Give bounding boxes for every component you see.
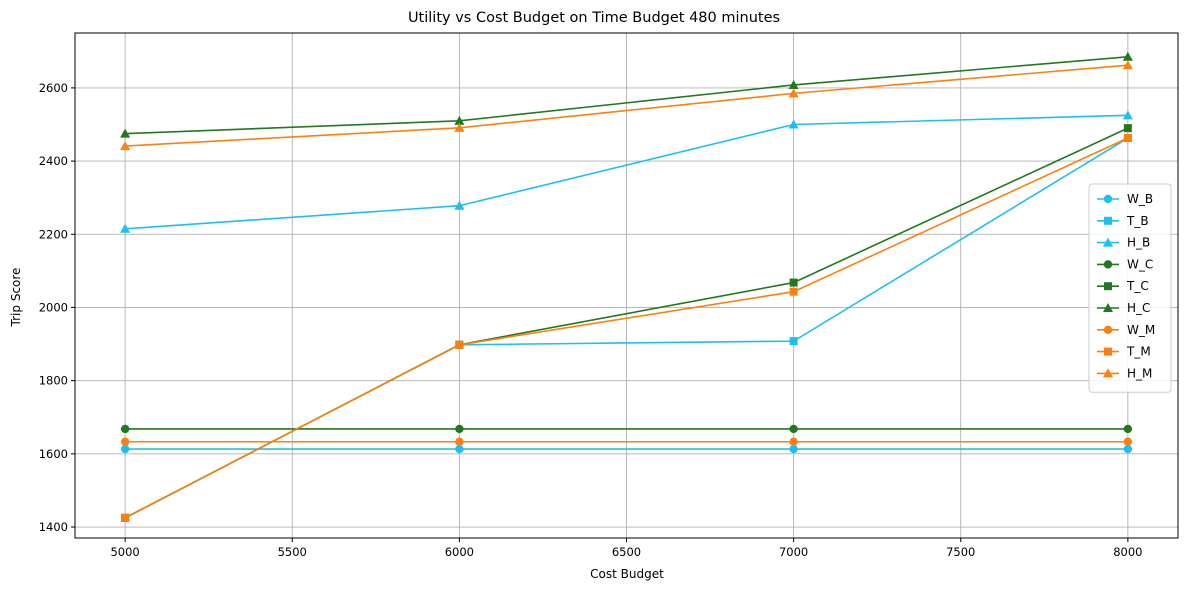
legend-label: T_M: [1126, 345, 1151, 359]
data-point: [1123, 424, 1133, 434]
data-point: [1122, 60, 1133, 70]
legend-box: [1088, 183, 1172, 393]
x-tick-label: 8000: [1113, 545, 1142, 559]
series-h-m: [120, 60, 1133, 151]
series-line: [125, 55, 1128, 135]
data-point: [120, 444, 130, 454]
data-point: [120, 223, 131, 233]
data-point: [789, 278, 798, 287]
legend-item: W_B: [1097, 192, 1153, 206]
y-tick-label: 1800: [39, 374, 68, 388]
data-point: [788, 79, 799, 89]
legend-label: H_M: [1127, 366, 1152, 380]
data-point: [455, 437, 464, 446]
data-point: [120, 128, 131, 138]
legend-label: T_C: [1126, 279, 1149, 293]
series-line: [125, 114, 1128, 230]
x-tick-label: 6000: [445, 545, 474, 559]
series-w-m: [120, 437, 1133, 446]
x-tick-label: 5500: [278, 545, 307, 559]
legend-item: T_B: [1097, 214, 1149, 228]
legend-item: T_M: [1097, 345, 1151, 359]
y-tick-label: 2200: [39, 227, 68, 241]
data-point: [1123, 437, 1133, 446]
legend-marker: [1103, 303, 1113, 312]
data-point: [454, 122, 465, 132]
series-t-m: [121, 134, 1132, 522]
data-point: [455, 444, 464, 454]
legend-marker: [1103, 325, 1113, 334]
legend-marker: [1104, 216, 1112, 225]
legend-label: W_C: [1127, 257, 1153, 271]
legend-label: T_B: [1126, 214, 1149, 228]
data-point: [121, 513, 130, 522]
legend-marker: [1103, 237, 1113, 247]
grid-lines: [75, 33, 1178, 538]
series-h-c: [120, 51, 1133, 138]
chart-title: Utility vs Cost Budget on Time Budget 48…: [408, 10, 780, 26]
x-tick-label: 7500: [946, 545, 975, 559]
legend-marker: [1103, 194, 1113, 204]
data-point: [1122, 110, 1133, 120]
legend-item: H_C: [1097, 301, 1150, 315]
legend-label: W_B: [1127, 192, 1153, 206]
data-point: [455, 424, 464, 434]
legend-marker: [1103, 260, 1113, 269]
legend-marker: [1103, 368, 1113, 378]
data-point: [788, 88, 799, 98]
data-point: [120, 437, 130, 446]
data-point: [455, 340, 464, 349]
x-axis-label: Cost Budget: [590, 567, 664, 581]
data-point: [120, 141, 131, 151]
legend-marker: [1104, 282, 1112, 291]
x-tick-label: 7000: [779, 545, 808, 559]
series-w-b: [120, 444, 1133, 454]
data-point: [1123, 444, 1133, 454]
data-point: [789, 337, 798, 346]
axis-ticks: 5000 5500 6000 6500 7000 7500 8000 1400 1600 1800…: [39, 81, 1143, 559]
data-point: [454, 115, 465, 125]
legend-label: H_B: [1127, 236, 1150, 250]
x-tick-label: 6500: [612, 545, 641, 559]
legend-item: W_C: [1097, 257, 1153, 271]
legend-item: T_C: [1097, 279, 1149, 293]
x-tick-label: 5000: [110, 545, 139, 559]
legend-marker: [1104, 347, 1112, 356]
series-line: [124, 137, 1129, 519]
legend-item: W_M: [1097, 323, 1155, 337]
y-tick-label: 1400: [39, 520, 68, 534]
data-point: [789, 287, 798, 296]
legend-item: H_B: [1097, 236, 1150, 250]
data-point: [120, 424, 130, 434]
y-tick-label: 2600: [39, 81, 68, 95]
series-layer: [120, 51, 1133, 522]
y-tick-label: 2400: [39, 154, 68, 168]
data-point: [1123, 134, 1132, 143]
y-tick-label: 1600: [39, 447, 68, 461]
y-axis-label: Trip Score: [9, 268, 23, 328]
data-point: [454, 200, 465, 210]
legend: W_B T_B H_B W_C T_C H_C W_M T_M H_M: [1088, 183, 1172, 393]
data-point: [789, 444, 798, 454]
data-point: [789, 424, 798, 434]
data-point: [1122, 51, 1133, 61]
legend-label: H_C: [1127, 301, 1150, 315]
data-point: [788, 119, 799, 129]
legend-label: W_M: [1127, 323, 1155, 337]
series-w-c: [120, 424, 1133, 434]
data-point: [1123, 124, 1132, 133]
legend-item: H_M: [1097, 366, 1152, 380]
y-tick-label: 2000: [39, 300, 68, 314]
series-h-b: [120, 110, 1133, 233]
data-point: [789, 437, 798, 446]
series-line: [125, 64, 1128, 147]
